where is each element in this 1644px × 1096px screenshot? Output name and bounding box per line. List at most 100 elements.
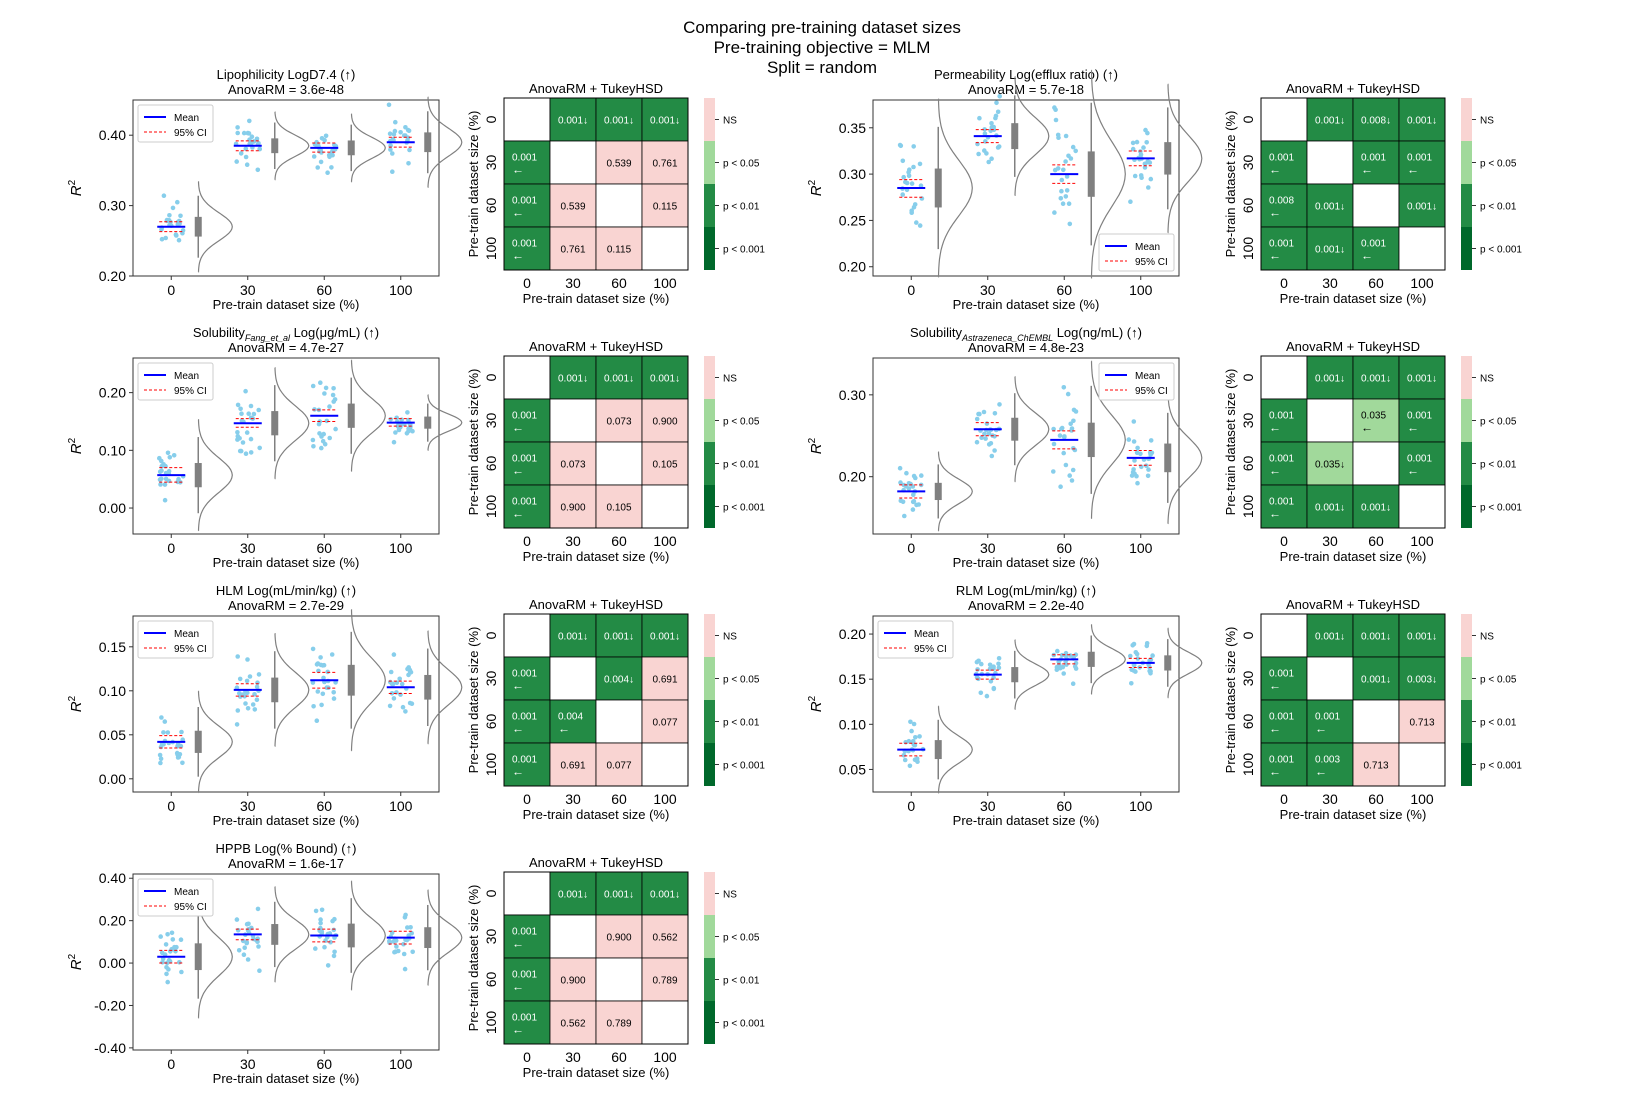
violin-shape [1014,76,1050,197]
heatmap-cell-value: 0.001 [1269,454,1294,465]
heatmap-cell-arrow: ← [512,937,524,951]
data-point [1068,653,1073,658]
data-point [332,397,338,402]
colorbar-label: p < 0.001 [1480,761,1522,772]
data-point [1052,210,1057,215]
data-point [255,680,260,685]
heatmap-cell [1306,484,1354,529]
data-point [311,154,317,159]
heatmap-cell-value: 0.001 [512,927,537,938]
heatmap-cell [549,699,597,744]
legend-ci-label: 95% CI [1135,257,1168,268]
colorbar-label: p < 0.001 [723,245,765,256]
data-point [235,430,240,435]
violin-shape [197,418,233,532]
data-point [1070,467,1076,473]
violin-box [1011,667,1019,683]
data-point [243,388,248,394]
heatmap-cell-value: 0.077 [606,761,631,772]
colorbar-segment [704,227,715,270]
heatmap-cell [1260,355,1308,400]
data-point [918,183,924,188]
heatmap-cell-value: 0.001 [1407,411,1432,422]
data-point [238,406,243,412]
data-point [406,128,412,134]
heatmap-panel-11: AnovaRM + TukeyHSD 0.001↓ 0.001↓ 0.001↓ 0.00… [1223,597,1522,822]
heatmap-frame [503,613,689,787]
heatmap-cell [549,398,597,443]
heatmap-cell [1352,441,1400,486]
data-point [234,722,240,727]
data-point [912,202,918,207]
heatmap-cell-arrow: ← [1361,249,1373,263]
heatmap-cell-value: 0.003 [1315,755,1340,766]
heatmap-cell [1398,613,1446,658]
heatmap-panel-3: AnovaRM + TukeyHSD 0.001↓ 0.008↓ 0.001↓ 0.00… [1223,81,1522,306]
heatmap-title: AnovaRM + TukeyHSD [1286,597,1420,612]
x-tick-label: 0 [167,798,175,814]
heatmap-title: AnovaRM + TukeyHSD [1286,81,1420,96]
heatmap-cell-value: 0.539 [560,202,585,213]
colorbar-label: p < 0.01 [723,460,760,471]
y-tick-label: 0.40 [99,870,126,886]
data-point [321,675,326,681]
heatmap-panel-7: AnovaRM + TukeyHSD 0.001↓ 0.001↓ 0.001↓ 0.00… [1223,339,1522,564]
data-point [987,662,993,668]
heatmap-cell [641,484,689,529]
data-point [984,421,990,426]
data-point [318,159,324,165]
data-point [157,455,162,461]
data-point [159,227,164,232]
heatmap-cell [549,355,597,400]
data-point [1131,419,1137,424]
data-point [1146,185,1151,190]
heatmap-cell [1306,742,1354,787]
violin-panel-8: HLM Log(mL/min/kg) (↑)AnovaRM = 2.7e-29 0… [67,583,463,828]
heatmap-cell [1352,742,1400,787]
heatmap-cell-value: 0.001↓ [558,890,588,901]
data-point [1059,177,1065,183]
data-point [249,134,255,139]
x-tick-label: 100 [1129,798,1153,814]
violin-box [347,664,355,696]
colorbar-label: p < 0.05 [723,159,760,170]
data-point [394,415,400,421]
heatmap-cell [595,441,643,486]
data-point [1148,176,1154,182]
heatmap-x-tick-label: 30 [565,791,581,807]
legend-ci-label: 95% CI [174,386,207,397]
data-point [1135,480,1140,486]
x-tick-label: 100 [389,282,413,298]
data-point [983,436,988,441]
data-point [319,907,325,913]
axes-frame [872,357,1180,535]
data-point [243,451,249,457]
heatmap-cell-value: 0.001↓ [1315,374,1345,385]
heatmap-y-tick-label: 30 [1240,155,1256,171]
heatmap-cell-value: 0.001↓ [650,116,680,127]
colorbar-segment [1461,98,1472,141]
data-point [1132,458,1137,463]
heatmap-cell-arrow: ← [1269,206,1281,220]
data-point [401,951,407,957]
heatmap-cell-value: 0.001↓ [650,890,680,901]
data-point [408,670,414,675]
heatmap-cell [595,613,643,658]
heatmap-y-tick-label: 60 [1240,456,1256,472]
data-point [991,675,996,680]
data-point [164,971,169,977]
data-point [310,437,316,443]
violin-shape [350,880,386,991]
heatmap-x-tick-label: 100 [653,275,677,291]
heatmap-x-tick-label: 100 [1410,791,1434,807]
data-point [405,410,410,415]
colorbar-segment [704,657,715,700]
data-point [1073,660,1079,666]
data-point [1063,159,1068,164]
data-point [1148,438,1154,443]
y-axis-label: R2 [67,695,85,712]
heatmap-cell-value: 0.105 [606,503,631,514]
heatmap-x-tick-label: 0 [1280,791,1288,807]
data-point [314,718,320,723]
panel-title: Lipophilicity LogD7.4 (↑) [217,67,356,82]
